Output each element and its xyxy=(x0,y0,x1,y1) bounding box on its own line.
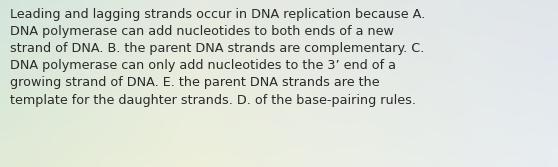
Text: Leading and lagging strands occur in DNA replication because A.
DNA polymerase c: Leading and lagging strands occur in DNA… xyxy=(10,8,425,107)
